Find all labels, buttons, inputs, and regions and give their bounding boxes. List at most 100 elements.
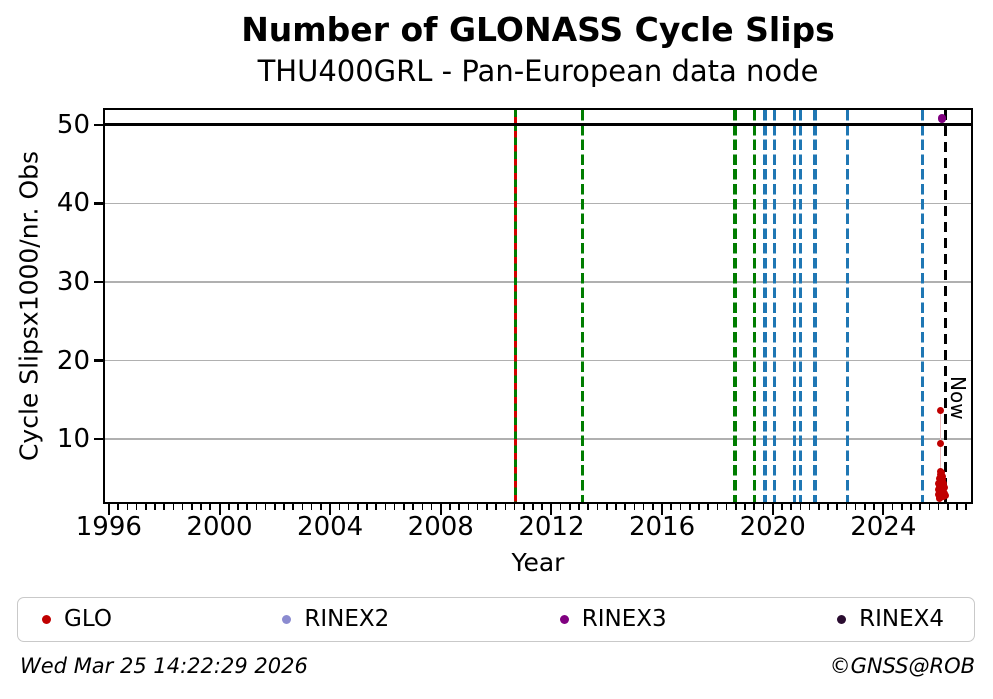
gridline bbox=[105, 202, 971, 205]
x-minor-tick bbox=[227, 503, 230, 510]
event-line bbox=[846, 110, 850, 502]
event-line bbox=[514, 110, 518, 502]
x-minor-tick bbox=[274, 503, 276, 510]
x-minor-tick bbox=[891, 503, 894, 510]
max-value-line bbox=[105, 123, 971, 127]
event-line bbox=[733, 110, 737, 502]
x-minor-tick bbox=[191, 503, 193, 510]
data-point-rinex3 bbox=[937, 114, 947, 123]
x-minor-tick bbox=[172, 503, 175, 510]
x-minor-tick bbox=[467, 503, 470, 510]
x-minor-tick bbox=[679, 503, 682, 510]
x-minor-tick bbox=[237, 503, 239, 510]
x-minor-tick bbox=[790, 503, 792, 510]
x-minor-tick bbox=[504, 503, 507, 510]
x-minor-tick bbox=[264, 503, 267, 510]
x-minor-tick bbox=[421, 503, 424, 510]
x-minor-tick bbox=[283, 503, 285, 510]
x-minor-tick bbox=[486, 503, 488, 510]
x-minor-tick bbox=[449, 503, 451, 510]
point-connector bbox=[939, 410, 942, 496]
rinex4-marker-icon bbox=[837, 615, 847, 624]
legend-item-rinex4: RINEX4 bbox=[837, 608, 944, 631]
event-line bbox=[799, 110, 803, 502]
data-point-glo bbox=[940, 483, 948, 491]
legend-item-rinex3: RINEX3 bbox=[559, 606, 667, 632]
x-minor-tick bbox=[412, 503, 414, 510]
data-point-glo bbox=[936, 406, 944, 414]
event-line bbox=[792, 110, 796, 502]
plot-timestamp: Wed Mar 25 14:22:29 2026 bbox=[20, 654, 308, 678]
x-minor-tick bbox=[845, 503, 848, 510]
x-minor-tick bbox=[947, 503, 949, 510]
x-minor-tick bbox=[827, 503, 829, 510]
x-minor-tick bbox=[587, 503, 590, 510]
x-minor-tick bbox=[163, 503, 165, 510]
y-tick-label: 10 bbox=[56, 424, 90, 455]
y-tick-label: 20 bbox=[56, 345, 90, 376]
data-point-glo bbox=[941, 492, 949, 500]
x-minor-tick bbox=[292, 503, 295, 510]
legend-label: RINEX3 bbox=[581, 606, 667, 632]
plot-frame bbox=[103, 108, 973, 504]
x-minor-tick bbox=[458, 503, 460, 510]
x-minor-tick bbox=[495, 503, 497, 510]
x-minor-tick bbox=[532, 503, 534, 510]
y-tick-label: 50 bbox=[56, 109, 90, 140]
x-minor-tick bbox=[716, 503, 719, 510]
x-tick bbox=[218, 503, 221, 515]
now-line bbox=[944, 110, 948, 502]
x-minor-tick bbox=[522, 503, 525, 510]
x-minor-tick bbox=[144, 503, 147, 510]
x-minor-tick bbox=[900, 503, 903, 510]
x-tick bbox=[771, 503, 774, 515]
y-tick bbox=[94, 437, 105, 441]
x-minor-tick bbox=[135, 503, 138, 510]
x-minor-tick bbox=[366, 503, 368, 510]
x-minor-tick bbox=[246, 503, 248, 510]
glo-marker-icon bbox=[42, 615, 51, 624]
x-tick-label: 2020 bbox=[739, 512, 806, 542]
legend-item-glo: GLO bbox=[42, 608, 112, 631]
x-minor-tick bbox=[430, 503, 433, 510]
x-minor-tick bbox=[578, 503, 580, 510]
x-minor-tick bbox=[707, 503, 709, 510]
x-minor-tick bbox=[744, 503, 746, 510]
x-minor-tick bbox=[596, 503, 599, 510]
chart-subtitle: THU400GRL - Pan-European data node bbox=[257, 54, 819, 88]
legend-label: RINEX2 bbox=[304, 606, 390, 632]
x-minor-tick bbox=[688, 503, 691, 510]
x-minor-tick bbox=[762, 503, 765, 510]
copyright-credit: ©GNSS@ROB bbox=[829, 654, 975, 678]
x-minor-tick bbox=[808, 503, 811, 510]
event-line bbox=[763, 110, 767, 502]
x-minor-tick bbox=[965, 503, 968, 510]
legend: GLO RINEX2 RINEX3 RINEX4 bbox=[17, 597, 975, 642]
x-minor-tick bbox=[605, 503, 608, 510]
x-minor-tick bbox=[541, 503, 543, 510]
x-minor-tick bbox=[698, 503, 700, 510]
x-minor-tick bbox=[181, 503, 184, 510]
x-minor-tick bbox=[384, 503, 387, 510]
x-minor-tick bbox=[928, 503, 931, 510]
x-minor-tick bbox=[513, 503, 516, 510]
x-minor-tick bbox=[403, 503, 405, 510]
x-tick-label: 2016 bbox=[628, 512, 696, 542]
x-minor-tick bbox=[633, 503, 636, 510]
x-minor-tick bbox=[320, 503, 322, 510]
x-minor-tick bbox=[956, 503, 958, 510]
event-line bbox=[813, 110, 817, 502]
chart-title: Number of GLONASS Cycle Slips bbox=[241, 10, 835, 49]
x-minor-tick bbox=[126, 503, 129, 510]
x-minor-tick bbox=[624, 503, 626, 510]
x-tick bbox=[329, 503, 332, 515]
x-minor-tick bbox=[854, 503, 857, 510]
x-minor-tick bbox=[919, 503, 921, 510]
x-minor-tick bbox=[670, 503, 673, 510]
x-minor-tick bbox=[873, 503, 875, 510]
x-minor-tick bbox=[615, 503, 617, 510]
x-minor-tick bbox=[347, 503, 350, 510]
x-minor-tick bbox=[781, 503, 783, 510]
gridline bbox=[105, 281, 971, 283]
